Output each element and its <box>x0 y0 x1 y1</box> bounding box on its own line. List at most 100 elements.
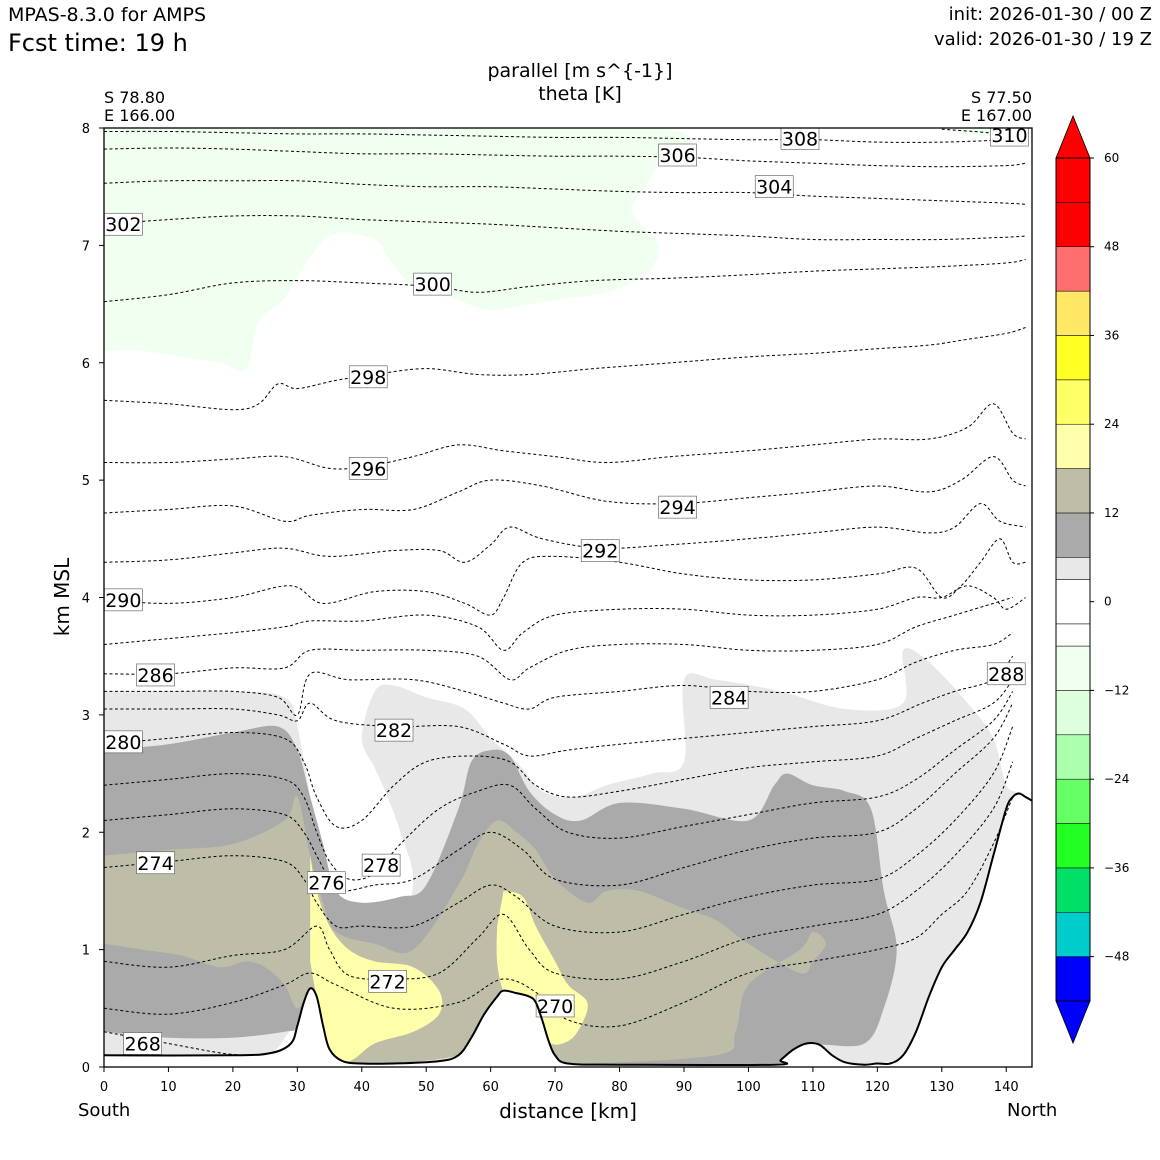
terrain-line <box>104 792 1032 1067</box>
x-tick-label: 20 <box>225 1080 242 1095</box>
colorbar-segment <box>1055 645 1091 691</box>
colorbar-tick-label: −24 <box>1104 772 1129 786</box>
theta-contour-294 <box>104 456 1026 522</box>
theta-label-text: 280 <box>105 732 141 754</box>
colorbar-tick-label: 48 <box>1104 240 1119 254</box>
colorbar-tick-label: 12 <box>1104 506 1119 520</box>
theta-label-304: 304 <box>754 175 794 199</box>
theta-label-box <box>990 128 1029 147</box>
y-tick-label: 4 <box>82 592 90 607</box>
theta-label-268: 268 <box>123 1032 162 1056</box>
colorbar-tick-label: −12 <box>1104 683 1129 697</box>
theta-contour-286 <box>104 597 1013 681</box>
colorbar-segment <box>1055 157 1091 203</box>
theta-label-282: 282 <box>374 718 414 742</box>
theta-label-294: 294 <box>658 495 697 519</box>
theta-contour-306 <box>104 147 1026 168</box>
theta-contour-274 <box>104 726 1014 934</box>
y-tick-label: 7 <box>82 239 90 254</box>
theta-label-text: 272 <box>369 971 405 993</box>
theta-label-box <box>986 662 1026 686</box>
x-tick-label: 10 <box>160 1080 177 1095</box>
theta-contour-288 <box>104 585 1026 651</box>
colorbar-segment <box>1055 912 1091 957</box>
theta-label-text: 276 <box>308 873 344 895</box>
colorbar-tick-label: 60 <box>1104 151 1119 165</box>
colorbar-extend-max <box>1055 114 1091 159</box>
theta-label-text: 310 <box>991 125 1027 147</box>
terrain-fill <box>104 793 1032 1067</box>
south-direction-label: South <box>78 1100 131 1121</box>
theta-contour-308 <box>104 130 1026 143</box>
left-endpoint-coords: S 78.80 E 166.00 <box>104 89 175 125</box>
colorbar-tick-label: −48 <box>1104 950 1129 964</box>
colorbar-segment <box>1055 690 1091 736</box>
theta-label-box <box>658 143 697 167</box>
theta-label-box <box>535 994 575 1018</box>
theta-label-box <box>361 853 401 877</box>
theta-label-278: 278 <box>361 853 401 877</box>
theta-contour-270 <box>104 796 1014 1028</box>
theta-contour-302 <box>104 215 1026 241</box>
theta-label-292: 292 <box>580 539 620 563</box>
forecast-time: Fcst time: 19 h <box>8 29 188 57</box>
theta-label-306: 306 <box>658 143 697 167</box>
colorbar-segment <box>1055 512 1091 558</box>
theta-label-302: 302 <box>104 212 143 236</box>
valid-time: valid: 2026-01-30 / 19 Z <box>934 29 1152 50</box>
theta-contour-304 <box>104 180 1026 205</box>
right-endpoint-lat: S 77.50 <box>970 88 1032 107</box>
theta-label-272: 272 <box>368 970 407 993</box>
x-tick-label: 140 <box>994 1080 1019 1095</box>
colorbar-segment <box>1055 246 1091 292</box>
colorbar-segment <box>1055 956 1091 1002</box>
x-tick-label: 90 <box>676 1080 693 1095</box>
wind-region-4 <box>104 796 826 1064</box>
colorbar-segment <box>1055 823 1091 869</box>
theta-label-text: 286 <box>137 665 173 687</box>
colorbar-segment <box>1055 290 1091 336</box>
theta-label-284: 284 <box>709 685 749 709</box>
theta-label-text: 306 <box>659 145 695 167</box>
theta-label-text: 270 <box>537 996 573 1018</box>
left-endpoint-lon: E 166.00 <box>104 106 176 125</box>
theta-label-box <box>136 663 175 687</box>
x-tick-label: 130 <box>929 1080 954 1095</box>
right-endpoint-lon: E 167.00 <box>960 106 1032 125</box>
x-tick-label: 60 <box>482 1080 499 1095</box>
x-tick-label: 80 <box>611 1080 628 1095</box>
theta-label-text: 300 <box>415 274 451 296</box>
init-time: init: 2026-01-30 / 00 Z <box>948 4 1152 25</box>
theta-label-box <box>374 718 414 742</box>
colorbar-tick-label: 36 <box>1104 328 1119 342</box>
plot-area: 268 270 272 274 276 278 280 282 284 286 288 290 292 2… <box>104 125 1032 1067</box>
theta-label-text: 288 <box>988 664 1024 686</box>
x-tick-label: 40 <box>354 1080 371 1095</box>
theta-label-298: 298 <box>348 365 388 389</box>
x-tick-label: 0 <box>100 1080 108 1095</box>
theta-label-308: 308 <box>780 128 820 151</box>
theta-label-text: 278 <box>363 855 399 877</box>
y-tick-label: 5 <box>82 474 90 489</box>
theta-label-box <box>754 175 794 198</box>
y-tick-label: 3 <box>82 709 90 724</box>
colorbar-segment <box>1055 778 1091 824</box>
colorbar-segment <box>1055 335 1091 381</box>
theta-label-288: 288 <box>986 662 1026 686</box>
theta-label-text: 274 <box>137 853 173 875</box>
colorbar-segment <box>1055 579 1091 625</box>
theta-contour-272 <box>104 761 1014 981</box>
theta-label-text: 308 <box>782 129 818 151</box>
colorbar-segment <box>1055 468 1091 514</box>
theta-label-280: 280 <box>104 730 143 754</box>
theta-label-text: 294 <box>659 497 695 519</box>
theta-label-box <box>348 365 388 389</box>
y-tick-label: 6 <box>82 357 90 372</box>
wind-region-1 <box>104 128 694 371</box>
wind-region-5 <box>310 855 443 1062</box>
colorbar-segment <box>1055 202 1091 247</box>
theta-label-274: 274 <box>136 851 175 875</box>
colorbar-tick-label: −36 <box>1104 861 1129 875</box>
x-tick-label: 30 <box>289 1080 306 1095</box>
